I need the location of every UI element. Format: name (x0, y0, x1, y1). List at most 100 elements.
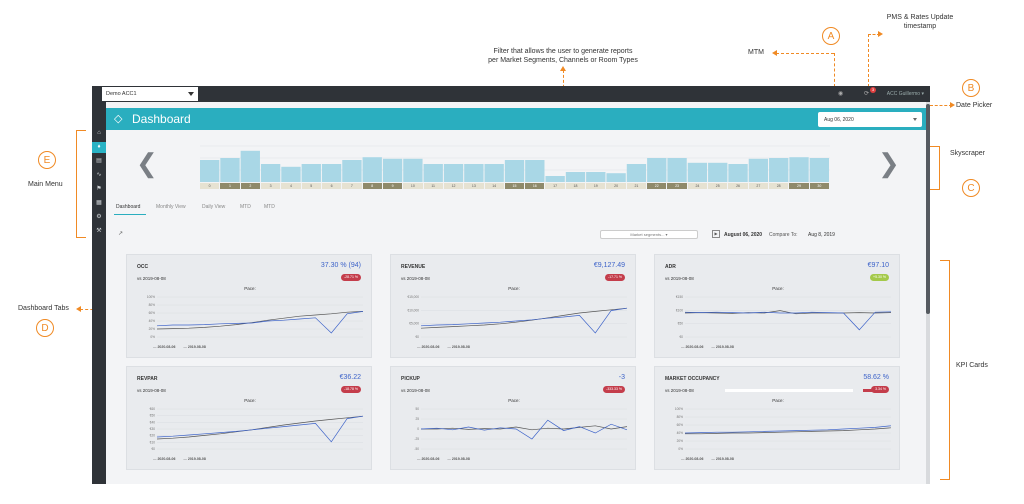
skyscraper-bar[interactable] (626, 164, 647, 182)
bed-icon[interactable]: ▤ (96, 158, 102, 164)
refresh-icon[interactable]: ⟳ (864, 91, 870, 97)
skyscraper-bar[interactable] (301, 164, 321, 182)
skyscraper-bar[interactable] (281, 166, 301, 182)
skyscraper-day[interactable]: 23 (667, 183, 687, 189)
flag-icon[interactable]: ⚑ (96, 186, 102, 192)
trend-icon[interactable]: ∿ (96, 172, 102, 178)
market-segments-filter[interactable]: Market segments... ▾ (600, 230, 698, 239)
skyscraper-bar[interactable] (789, 157, 809, 182)
skyscraper-bar[interactable] (525, 160, 545, 182)
tools-icon[interactable]: ⚒ (96, 228, 102, 234)
grid-icon[interactable]: ▦ (96, 200, 102, 206)
skyscraper-day[interactable]: 3 (260, 183, 281, 189)
skyscraper-day[interactable]: 15 (504, 183, 525, 189)
skyscraper-bar[interactable] (464, 164, 484, 182)
skyscraper-day[interactable]: 25 (708, 183, 728, 189)
skyscraper-day[interactable]: 9 (382, 183, 403, 189)
skyscraper-bar[interactable] (443, 164, 464, 182)
skyscraper-bar[interactable] (667, 158, 687, 182)
gear-icon[interactable]: ⚙ (96, 214, 102, 220)
pace-chart: €15,000 €10,000 €5,000 €0 (407, 295, 628, 339)
skyscraper-bar[interactable] (342, 160, 362, 182)
skyscraper-day[interactable]: 8 (362, 183, 382, 189)
kpi-card-pickup[interactable]: PICKUP -3 vs 2019-08-08 -333.33 % Pace: — 202… (390, 366, 636, 470)
skyscraper-bar[interactable] (687, 162, 708, 182)
skyscraper-day[interactable]: 16 (525, 183, 545, 189)
skyscraper-day[interactable]: 4 (281, 183, 301, 189)
kpi-card-revpar[interactable]: REVPAR €36.22 vs 2019-08-08 -18.78 % Pace: — … (126, 366, 372, 470)
skyscraper-day[interactable]: 28 (769, 183, 789, 189)
kpi-compare-text: vs 2019-08-08 (665, 276, 694, 281)
skyscraper-day[interactable]: 1 (220, 183, 240, 189)
date-picker[interactable]: Aug 06, 2020 (818, 112, 922, 127)
skyscraper-bar[interactable] (423, 164, 443, 182)
skyscraper-bar[interactable] (403, 158, 423, 182)
diamond-icon[interactable]: ♦ (92, 142, 106, 153)
skyscraper-day[interactable]: 14 (484, 183, 504, 189)
skyscraper-day[interactable]: 30 (809, 183, 829, 189)
skyscraper-day[interactable]: 20 (606, 183, 626, 189)
skyscraper-bar[interactable] (362, 157, 382, 182)
skyscraper-bar[interactable] (545, 176, 565, 182)
skyscraper-day[interactable]: 11 (423, 183, 443, 189)
kpi-card-occ[interactable]: OCC 37.30 % (94) vs 2019-08-08 -28.71 % Pace… (126, 254, 372, 358)
skyscraper-bar[interactable] (728, 164, 748, 182)
scrollbar-thumb[interactable] (926, 104, 930, 314)
home-icon[interactable]: ⌂ (97, 130, 101, 136)
skyscraper-annotation: Skyscraper (950, 150, 986, 157)
skyscraper-day[interactable]: 5 (301, 183, 321, 189)
skyscraper-bar[interactable] (647, 158, 667, 182)
skyscraper-prev-button[interactable]: ❮ (136, 148, 158, 178)
skyscraper-day[interactable]: 13 (464, 183, 484, 189)
tab-dashboard[interactable]: Dashboard (116, 204, 141, 210)
kpi-card-market-occupancy[interactable]: MARKET OCCUPANCY 58.62 % vs 2019-08-08 -3.3… (654, 366, 900, 470)
user-menu[interactable]: ACC Guillermo ▾ (886, 91, 924, 97)
skyscraper-day[interactable]: 6 (321, 183, 342, 189)
tab-monthly-view[interactable]: Monthly View (156, 204, 186, 210)
chart-icon[interactable]: ↗ (118, 231, 124, 237)
skyscraper-bar[interactable] (708, 162, 728, 182)
compare-date-select[interactable]: Aug 8, 2019 (808, 232, 835, 238)
pace-chart: 50 25 0 -25 -50 (414, 407, 628, 451)
skyscraper-bar[interactable] (260, 164, 281, 182)
tab-mtd[interactable]: MTD (240, 204, 251, 210)
skyscraper-bar[interactable] (382, 158, 403, 182)
account-select[interactable]: Demo ACC1 (102, 87, 198, 101)
skyscraper-day[interactable]: 21 (626, 183, 647, 189)
skyscraper-day[interactable]: 24 (687, 183, 708, 189)
tab-mtd-2[interactable]: MTD (264, 204, 275, 210)
skyscraper-day[interactable]: 17 (545, 183, 565, 189)
skyscraper-day[interactable]: 27 (748, 183, 769, 189)
skyscraper-bar[interactable] (809, 158, 829, 182)
skyscraper-bar[interactable] (606, 173, 626, 182)
kpi-card-adr[interactable]: ADR €97.10 vs 2019-08-08 +5.30 % Pace: — 2020… (654, 254, 900, 358)
skyscraper-day[interactable]: 2 (240, 183, 260, 189)
skyscraper-bar[interactable] (484, 164, 504, 182)
pace-line-previous (421, 425, 628, 431)
kpi-card-revenue[interactable]: REVENUE €9,127.49 vs 2019-08-08 -17.71 % Pac… (390, 254, 636, 358)
skyscraper-day[interactable]: 19 (586, 183, 606, 189)
skyscraper-day[interactable]: 26 (728, 183, 748, 189)
skyscraper-day[interactable]: 0 (200, 183, 220, 189)
y-tick-label: €100 (676, 308, 683, 312)
skyscraper-bar[interactable] (586, 172, 606, 182)
y-tick-label: €60 (150, 407, 156, 411)
skyscraper-bar[interactable] (220, 158, 240, 182)
skyscraper-day[interactable]: 7 (342, 183, 362, 189)
play-icon[interactable]: ▶ (712, 230, 720, 238)
skyscraper-bar[interactable] (240, 150, 260, 182)
skyscraper-bar[interactable] (769, 158, 789, 182)
skyscraper-bar[interactable] (200, 160, 220, 182)
skyscraper-day[interactable]: 10 (403, 183, 423, 189)
tab-daily-view[interactable]: Daily View (202, 204, 226, 210)
skyscraper-bar[interactable] (565, 172, 586, 182)
skyscraper-bar[interactable] (748, 158, 769, 182)
mtm-icon[interactable]: ◉ (838, 91, 844, 97)
skyscraper-next-button[interactable]: ❯ (878, 148, 900, 178)
skyscraper-day[interactable]: 22 (647, 183, 667, 189)
skyscraper-day[interactable]: 18 (565, 183, 586, 189)
skyscraper-day[interactable]: 12 (443, 183, 464, 189)
skyscraper-day[interactable]: 29 (789, 183, 809, 189)
skyscraper-bar[interactable] (321, 164, 342, 182)
skyscraper-bar[interactable] (504, 160, 525, 182)
